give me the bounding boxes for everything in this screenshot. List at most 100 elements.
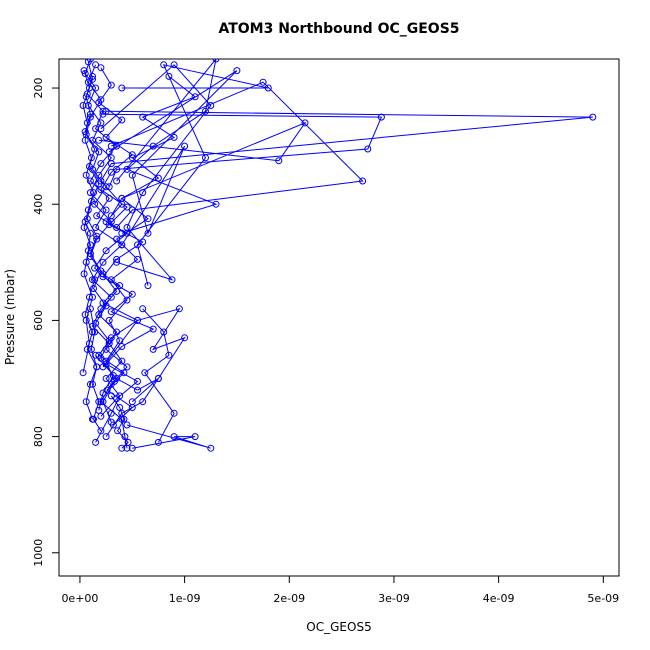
- data-point: [233, 67, 241, 75]
- series-14: [97, 61, 215, 284]
- data-point: [154, 375, 162, 382]
- data-point: [79, 102, 87, 109]
- data-point: [91, 264, 99, 272]
- data-point: [89, 72, 96, 80]
- data-point: [207, 102, 215, 109]
- series-line: [82, 70, 98, 420]
- data-point: [175, 305, 183, 313]
- data-point: [95, 148, 103, 156]
- data-point: [92, 438, 100, 446]
- data-point: [97, 160, 105, 168]
- data-point: [107, 81, 115, 89]
- data-point: [91, 276, 99, 284]
- data-point: [181, 142, 189, 150]
- data-point: [79, 369, 87, 377]
- y-axis-label: Pressure (mbar): [3, 269, 17, 365]
- data-point: [99, 299, 107, 307]
- data-point: [82, 316, 90, 324]
- data-point: [123, 363, 131, 371]
- data-point: [160, 328, 168, 336]
- chart-title: ATOM3 Northbound OC_GEOS5: [218, 21, 459, 37]
- data-point: [82, 258, 90, 266]
- data-point: [170, 61, 178, 69]
- data-point: [81, 218, 89, 226]
- series-22: [107, 392, 132, 452]
- data-point: [83, 90, 91, 98]
- series-line: [121, 64, 269, 286]
- series-13: [105, 67, 241, 249]
- data-point: [84, 206, 92, 214]
- data-point: [81, 136, 89, 144]
- series-line: [98, 121, 307, 217]
- y-tick-label: 1000: [32, 539, 45, 567]
- data-point: [107, 212, 115, 220]
- data-point: [128, 171, 136, 179]
- x-tick-label: 0e+00: [61, 592, 98, 605]
- data-point: [102, 357, 110, 365]
- data-point: [364, 145, 372, 153]
- y-axis: 200 400 600 800 1000: [32, 78, 60, 567]
- data-point: [141, 369, 149, 377]
- data-point: [105, 194, 113, 202]
- data-point: [202, 107, 209, 115]
- data-point: [91, 200, 99, 208]
- data-point: [139, 189, 147, 197]
- data-point: [120, 415, 128, 423]
- data-point: [85, 84, 93, 92]
- data-point: [102, 218, 110, 226]
- series-18: [123, 421, 215, 452]
- series-8: [97, 107, 597, 226]
- data-point: [90, 415, 97, 423]
- data-point: [144, 282, 152, 290]
- data-point: [105, 148, 113, 156]
- data-point: [83, 119, 91, 127]
- data-point: [84, 59, 92, 66]
- x-tick-label: 2e-09: [273, 592, 305, 605]
- data-point: [87, 345, 95, 353]
- data-point: [134, 386, 141, 394]
- data-point: [275, 157, 283, 165]
- data-point: [301, 119, 309, 127]
- data-point: [99, 110, 107, 118]
- data-point: [160, 61, 168, 69]
- data-point: [589, 113, 597, 121]
- series-line: [142, 308, 175, 443]
- series-10: [95, 119, 309, 220]
- data-point: [86, 380, 94, 388]
- data-point: [93, 212, 101, 220]
- data-point: [97, 186, 105, 194]
- y-tick-label: 400: [32, 194, 45, 215]
- data-point: [95, 136, 103, 144]
- data-point: [113, 165, 121, 173]
- data-point: [107, 409, 115, 417]
- data-point: [86, 177, 94, 185]
- data-point: [113, 142, 121, 150]
- data-point: [118, 194, 126, 202]
- data-point: [107, 168, 115, 176]
- data-point: [107, 418, 115, 426]
- data-point: [113, 235, 121, 243]
- data-point: [118, 241, 126, 249]
- data-point: [86, 241, 94, 249]
- data-point: [377, 113, 385, 121]
- data-point: [97, 64, 105, 72]
- data-point: [102, 375, 110, 382]
- data-point: [123, 421, 131, 429]
- data-point: [89, 328, 96, 336]
- data-point: [134, 255, 141, 263]
- data-point: [80, 67, 88, 75]
- data-point: [89, 276, 96, 284]
- series-line: [116, 59, 218, 234]
- data-point: [107, 334, 115, 342]
- data-point: [99, 398, 107, 406]
- data-point: [102, 206, 110, 214]
- data-point: [90, 285, 97, 292]
- data-point: [113, 177, 121, 185]
- data-point: [86, 229, 94, 237]
- data-point: [89, 165, 96, 173]
- data-point: [90, 189, 97, 197]
- series-21: [86, 305, 105, 435]
- data-point: [149, 345, 157, 353]
- data-point: [264, 84, 272, 92]
- data-point: [118, 229, 126, 237]
